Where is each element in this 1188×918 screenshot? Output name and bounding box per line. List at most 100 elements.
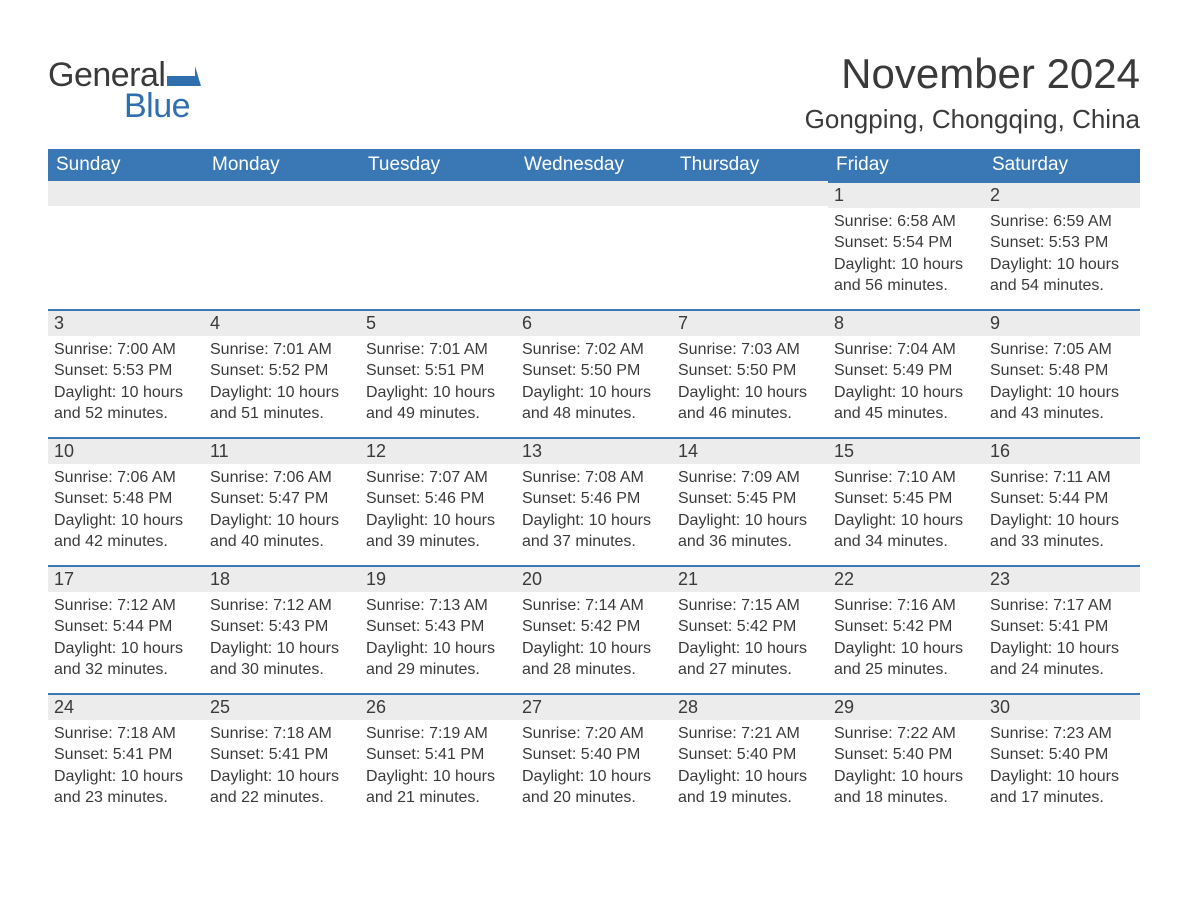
daylight-line1: Daylight: 10 hours <box>54 511 198 531</box>
day-number-band: 10 <box>48 437 204 464</box>
sunset-value: 5:45 PM <box>737 490 797 507</box>
sunrise-value: 7:15 AM <box>741 597 800 614</box>
daylight-line2: and 45 minutes. <box>834 404 978 424</box>
daylight-line2: and 43 minutes. <box>990 404 1134 424</box>
sunrise-label: Sunrise: <box>210 341 273 358</box>
calendar-cell: 16Sunrise: 7:11 AMSunset: 5:44 PMDayligh… <box>984 437 1140 565</box>
sunset-label: Sunset: <box>834 618 893 635</box>
sunset-value: 5:47 PM <box>269 490 329 507</box>
sunset-line: Sunset: 5:49 PM <box>834 361 978 381</box>
weekday-header: Sunday <box>48 149 204 181</box>
sunset-label: Sunset: <box>366 618 425 635</box>
day-number-band-empty <box>204 181 360 206</box>
sunset-value: 5:40 PM <box>1049 746 1109 763</box>
sunrise-label: Sunrise: <box>366 469 429 486</box>
sunrise-label: Sunrise: <box>990 725 1053 742</box>
daylight-line1: Daylight: 10 hours <box>678 383 822 403</box>
daylight-line2: and 34 minutes. <box>834 532 978 552</box>
sunset-line: Sunset: 5:41 PM <box>990 617 1134 637</box>
day-details: Sunrise: 7:05 AMSunset: 5:48 PMDaylight:… <box>984 336 1140 432</box>
sunset-line: Sunset: 5:53 PM <box>990 233 1134 253</box>
daylight-line2: and 33 minutes. <box>990 532 1134 552</box>
day-number-band: 15 <box>828 437 984 464</box>
day-details: Sunrise: 7:23 AMSunset: 5:40 PMDaylight:… <box>984 720 1140 816</box>
sunset-label: Sunset: <box>678 618 737 635</box>
weekday-header-row: Sunday Monday Tuesday Wednesday Thursday… <box>48 149 1140 181</box>
sunset-value: 5:41 PM <box>113 746 173 763</box>
calendar-cell: 10Sunrise: 7:06 AMSunset: 5:48 PMDayligh… <box>48 437 204 565</box>
sunset-label: Sunset: <box>522 618 581 635</box>
weekday-header: Tuesday <box>360 149 516 181</box>
day-details: Sunrise: 7:02 AMSunset: 5:50 PMDaylight:… <box>516 336 672 432</box>
daylight-line1: Daylight: 10 hours <box>210 639 354 659</box>
sunrise-value: 7:20 AM <box>585 725 644 742</box>
day-details: Sunrise: 7:08 AMSunset: 5:46 PMDaylight:… <box>516 464 672 560</box>
calendar-cell: 24Sunrise: 7:18 AMSunset: 5:41 PMDayligh… <box>48 693 204 821</box>
daylight-line2: and 23 minutes. <box>54 788 198 808</box>
daylight-line1: Daylight: 10 hours <box>54 639 198 659</box>
sunrise-value: 7:19 AM <box>429 725 488 742</box>
day-number-band: 12 <box>360 437 516 464</box>
sunrise-line: Sunrise: 7:01 AM <box>210 340 354 360</box>
sunset-line: Sunset: 5:46 PM <box>522 489 666 509</box>
weekday-header: Monday <box>204 149 360 181</box>
sunrise-label: Sunrise: <box>366 725 429 742</box>
sunset-label: Sunset: <box>990 746 1049 763</box>
calendar-row: 1Sunrise: 6:58 AMSunset: 5:54 PMDaylight… <box>48 181 1140 309</box>
sunrise-label: Sunrise: <box>678 469 741 486</box>
sunrise-line: Sunrise: 6:58 AM <box>834 212 978 232</box>
sunset-value: 5:50 PM <box>737 362 797 379</box>
sunset-label: Sunset: <box>210 618 269 635</box>
sunrise-label: Sunrise: <box>522 341 585 358</box>
sunrise-line: Sunrise: 7:00 AM <box>54 340 198 360</box>
daylight-line2: and 52 minutes. <box>54 404 198 424</box>
day-number-band: 29 <box>828 693 984 720</box>
day-number-band: 11 <box>204 437 360 464</box>
sunset-label: Sunset: <box>990 490 1049 507</box>
calendar-cell: 22Sunrise: 7:16 AMSunset: 5:42 PMDayligh… <box>828 565 984 693</box>
sunset-line: Sunset: 5:40 PM <box>834 745 978 765</box>
sunset-value: 5:42 PM <box>581 618 641 635</box>
sunrise-line: Sunrise: 7:14 AM <box>522 596 666 616</box>
day-details: Sunrise: 7:14 AMSunset: 5:42 PMDaylight:… <box>516 592 672 688</box>
daylight-line2: and 17 minutes. <box>990 788 1134 808</box>
sunset-line: Sunset: 5:42 PM <box>834 617 978 637</box>
day-details: Sunrise: 6:59 AMSunset: 5:53 PMDaylight:… <box>984 208 1140 304</box>
day-number-band: 9 <box>984 309 1140 336</box>
sunrise-line: Sunrise: 7:06 AM <box>210 468 354 488</box>
sunset-label: Sunset: <box>678 490 737 507</box>
daylight-line1: Daylight: 10 hours <box>990 639 1134 659</box>
day-details: Sunrise: 7:06 AMSunset: 5:47 PMDaylight:… <box>204 464 360 560</box>
daylight-line1: Daylight: 10 hours <box>522 511 666 531</box>
sunset-line: Sunset: 5:44 PM <box>54 617 198 637</box>
calendar-cell: 29Sunrise: 7:22 AMSunset: 5:40 PMDayligh… <box>828 693 984 821</box>
sunset-line: Sunset: 5:48 PM <box>54 489 198 509</box>
daylight-line2: and 27 minutes. <box>678 660 822 680</box>
daylight-line1: Daylight: 10 hours <box>54 767 198 787</box>
sunset-value: 5:52 PM <box>269 362 329 379</box>
day-number-band: 8 <box>828 309 984 336</box>
sunset-value: 5:54 PM <box>893 234 953 251</box>
sunset-label: Sunset: <box>678 746 737 763</box>
calendar-row: 24Sunrise: 7:18 AMSunset: 5:41 PMDayligh… <box>48 693 1140 821</box>
sunrise-label: Sunrise: <box>990 597 1053 614</box>
sunrise-line: Sunrise: 7:04 AM <box>834 340 978 360</box>
weekday-header: Saturday <box>984 149 1140 181</box>
calendar-cell: 23Sunrise: 7:17 AMSunset: 5:41 PMDayligh… <box>984 565 1140 693</box>
sunrise-label: Sunrise: <box>366 341 429 358</box>
daylight-line2: and 40 minutes. <box>210 532 354 552</box>
sunrise-line: Sunrise: 7:23 AM <box>990 724 1134 744</box>
day-number-band: 16 <box>984 437 1140 464</box>
calendar-cell <box>48 181 204 309</box>
calendar-cell: 11Sunrise: 7:06 AMSunset: 5:47 PMDayligh… <box>204 437 360 565</box>
sunset-label: Sunset: <box>366 746 425 763</box>
sunrise-value: 7:22 AM <box>897 725 956 742</box>
daylight-line1: Daylight: 10 hours <box>990 255 1134 275</box>
sunrise-value: 6:58 AM <box>897 213 956 230</box>
sunset-line: Sunset: 5:46 PM <box>366 489 510 509</box>
sunrise-label: Sunrise: <box>210 469 273 486</box>
sunrise-value: 6:59 AM <box>1053 213 1112 230</box>
brand-part2: Blue <box>124 87 190 126</box>
daylight-line1: Daylight: 10 hours <box>834 255 978 275</box>
daylight-line2: and 21 minutes. <box>366 788 510 808</box>
